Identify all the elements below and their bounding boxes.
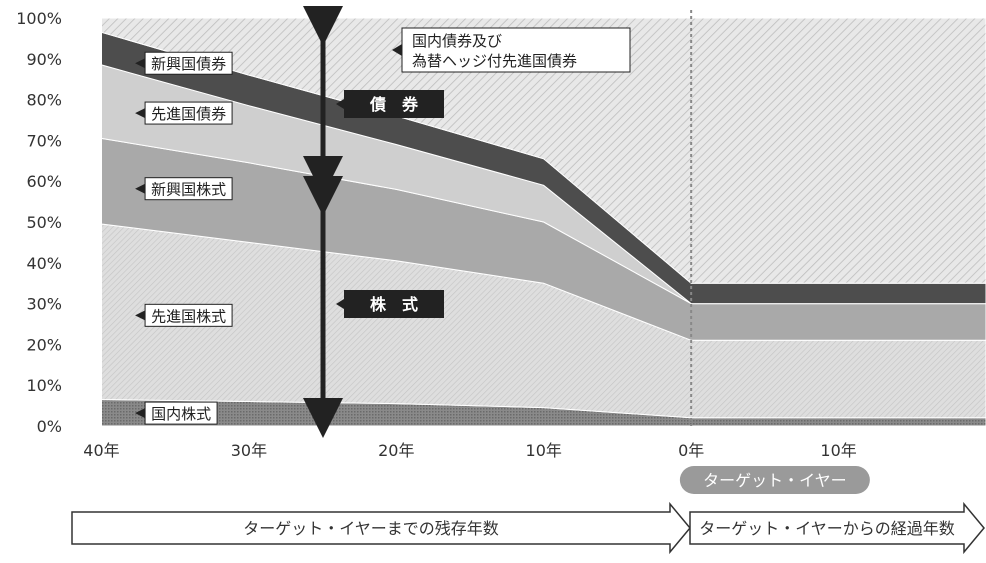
x-tick-label: 0年: [678, 441, 704, 460]
target-year-pill: [679, 466, 870, 494]
legend-label-text: 先進国債券: [151, 105, 226, 123]
legend-label-box: [144, 101, 233, 125]
years-remaining-arrow: [71, 501, 691, 555]
y-tick-label: 20%: [26, 335, 62, 354]
legend-label-text: 国内株式: [151, 405, 211, 423]
legend-label-pointer: [135, 58, 146, 69]
y-tick-label: 10%: [26, 376, 62, 395]
legend-label-pointer: [135, 408, 146, 419]
legend-label-box: [144, 51, 233, 75]
y-tick-label: 100%: [16, 9, 62, 28]
y-axis: 0% 10% 20% 30% 40% 50% 60% 70% 80% 90% 100%: [16, 9, 62, 436]
x-tick-label: 10年: [526, 441, 562, 460]
bonds-box: [344, 90, 444, 118]
legend-label-box: [144, 303, 233, 327]
legend-label-text: 新興国株式: [151, 181, 226, 199]
x-tick-label: 20年: [378, 441, 414, 460]
top-label-pointer: [392, 44, 402, 56]
years-elapsed-arrow-label: ターゲット・イヤーからの経過年数: [699, 519, 955, 538]
legend-label-pointer: [135, 183, 146, 194]
y-tick-label: 50%: [26, 213, 62, 232]
legend-label-pointer: [135, 310, 146, 321]
years-remaining-arrow-label: ターゲット・イヤーまでの残存年数: [243, 519, 499, 538]
y-tick-label: 70%: [26, 131, 62, 150]
bonds-label: 債 券: [369, 95, 419, 114]
target-year-label: ターゲット・イヤー: [703, 471, 847, 490]
y-tick-label: 90%: [26, 50, 62, 69]
stacked-areas: [101, 17, 986, 427]
stocks-box: [344, 290, 444, 318]
bonds-pointer: [336, 99, 344, 109]
x-axis: 40年 30年 20年 10年 0年 10年: [83, 441, 856, 460]
x-tick-label: 10年: [820, 441, 856, 460]
legend-label-text: 先進国株式: [151, 307, 226, 325]
legend-label-text: 新興国債券: [151, 55, 226, 73]
legend-label-box: [144, 177, 233, 201]
stocks-label: 株 式: [370, 295, 418, 314]
y-tick-label: 60%: [26, 172, 62, 191]
y-tick-label: 80%: [26, 91, 62, 110]
years-elapsed-arrow: [689, 501, 985, 555]
x-tick-label: 30年: [231, 441, 267, 460]
top-label-box: [401, 27, 631, 73]
top-label-line: 為替ヘッジ付先進国債券: [412, 52, 577, 70]
stocks-pointer: [336, 299, 344, 309]
legend-label-box: [144, 401, 218, 425]
y-tick-label: 0%: [37, 417, 62, 436]
top-label-line: 国内債券及び: [412, 32, 502, 50]
x-tick-label: 40年: [83, 441, 119, 460]
y-tick-label: 30%: [26, 295, 62, 314]
y-tick-label: 40%: [26, 254, 62, 273]
legend-label-pointer: [135, 108, 146, 119]
